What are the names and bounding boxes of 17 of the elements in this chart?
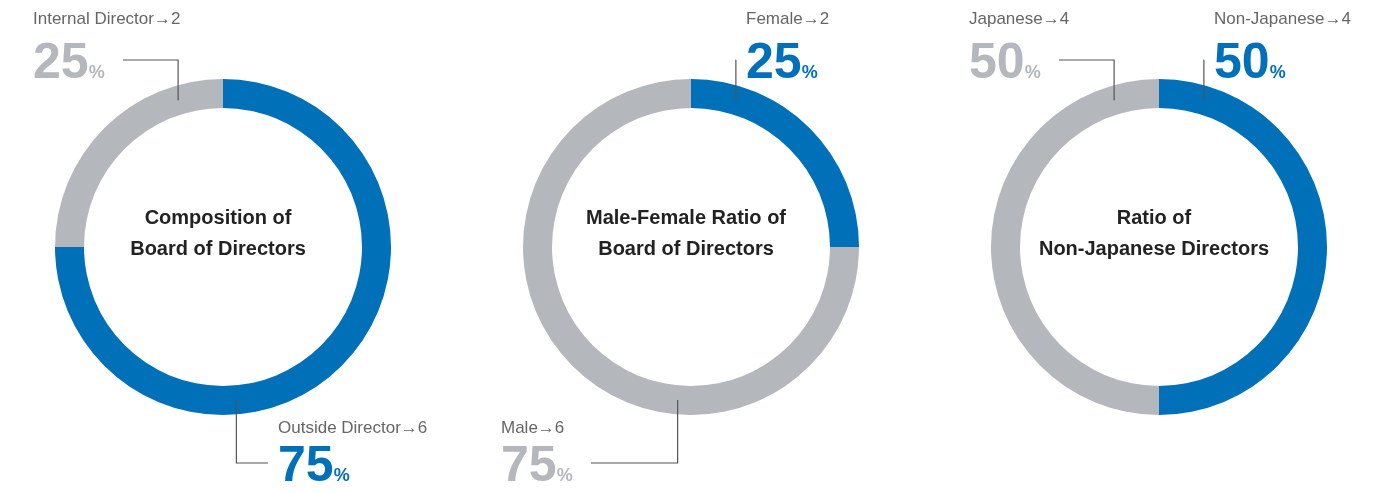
slice-label: Female→2 [746,9,830,28]
donut-slice [55,79,391,415]
slice-label: Outside Director→6 [278,418,428,437]
slice-label: Japanese→4 [969,9,1070,28]
data-label: 75% [278,436,350,492]
data-label: 75% [501,436,573,492]
text: Composition of Board of Directors [130,206,306,259]
text: Ratio of Non-Japanese Directors [1038,206,1270,259]
slice-label: Non-Japanese→4 [1214,9,1352,28]
data-label: 50% [969,33,1041,89]
data-label: 25% [33,33,105,89]
data-label: 50% [1214,33,1286,89]
slice-label: Male→6 [501,418,565,437]
donut-slice [523,79,859,415]
text: Male-Female Ratio of Board of Directors [585,206,787,259]
slice-label: Internal Director→2 [33,9,181,28]
data-label: 25% [746,33,818,89]
